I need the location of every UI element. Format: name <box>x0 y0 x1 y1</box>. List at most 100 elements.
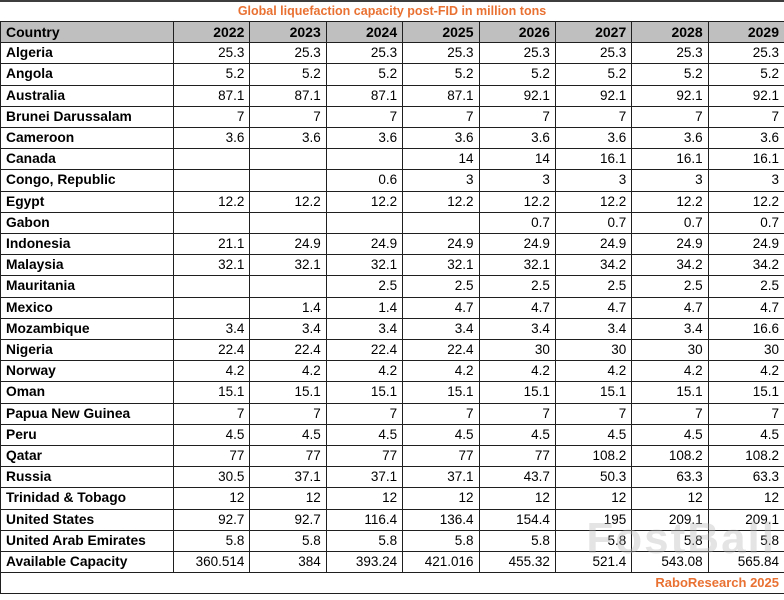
table-row: Canada 14 14 16.1 16.1 16.1 <box>0 148 784 171</box>
column-header-year-2027: 2027 <box>554 20 633 44</box>
value-cell: 5.2 <box>478 63 556 86</box>
value-cell: 92.1 <box>707 84 784 107</box>
value-cell: 2.5 <box>631 275 709 298</box>
column-header-year-2025: 2025 <box>402 20 480 44</box>
value-cell: 3.6 <box>402 127 480 150</box>
value-cell: 3.4 <box>172 317 251 341</box>
value-cell: 34.2 <box>554 254 633 277</box>
country-cell: Egypt <box>0 190 174 213</box>
table-row: Congo, Republic 0.6 3 3 3 3 3 <box>0 169 784 192</box>
value-cell: 34.2 <box>707 254 784 277</box>
value-cell: 195 <box>554 508 633 531</box>
value-cell: 50.3 <box>554 466 633 489</box>
value-cell: 24.9 <box>325 233 404 256</box>
value-cell <box>402 211 480 235</box>
table-row: Available Capacity 360.514 384 393.24 421.01… <box>0 551 784 574</box>
value-cell: 24.9 <box>631 233 709 256</box>
value-cell: 12 <box>402 487 480 510</box>
value-cell: 16.1 <box>631 148 709 171</box>
value-cell: 1.4 <box>249 296 327 319</box>
value-cell: 384 <box>249 551 327 574</box>
value-cell: 209.1 <box>631 508 709 531</box>
value-cell: 5.8 <box>478 529 556 553</box>
value-cell: 7 <box>402 402 480 425</box>
value-cell: 3.6 <box>631 127 709 150</box>
column-header-year-2022: 2022 <box>172 20 251 44</box>
value-cell: 3.4 <box>478 317 556 341</box>
table-row: Mexico 1.4 1.4 4.7 4.7 4.7 4.7 4.7 <box>0 296 784 319</box>
value-cell <box>172 148 251 171</box>
value-cell: 25.3 <box>402 42 480 65</box>
value-cell: 521.4 <box>554 551 633 574</box>
value-cell: 12.2 <box>402 190 480 213</box>
value-cell <box>249 148 327 171</box>
value-cell: 108.2 <box>707 445 784 468</box>
table-row: Norway 4.2 4.2 4.2 4.2 4.2 4.2 4.2 4.2 <box>0 360 784 383</box>
value-cell: 37.1 <box>249 466 327 489</box>
value-cell: 4.7 <box>631 296 709 319</box>
value-cell: 154.4 <box>478 508 556 531</box>
value-cell: 15.1 <box>707 381 784 404</box>
value-cell: 30 <box>707 339 784 362</box>
value-cell: 7 <box>707 105 784 129</box>
value-cell: 87.1 <box>325 84 404 107</box>
value-cell: 92.1 <box>554 84 633 107</box>
value-cell: 32.1 <box>172 254 251 277</box>
country-cell: Angola <box>0 63 174 86</box>
country-cell: Norway <box>0 360 174 383</box>
value-cell: 30 <box>631 339 709 362</box>
value-cell: 16.1 <box>554 148 633 171</box>
value-cell: 4.5 <box>402 423 480 447</box>
table-row: Indonesia 21.1 24.9 24.9 24.9 24.9 24.9 24.9 24.… <box>0 233 784 256</box>
value-cell: 3.6 <box>478 127 556 150</box>
value-cell: 32.1 <box>325 254 404 277</box>
table-row: Gabon 0.7 0.7 0.7 0.7 <box>0 211 784 235</box>
value-cell: 24.9 <box>249 233 327 256</box>
value-cell: 5.2 <box>402 63 480 86</box>
value-cell: 25.3 <box>172 42 251 65</box>
value-cell: 108.2 <box>554 445 633 468</box>
value-cell: 116.4 <box>325 508 404 531</box>
value-cell: 0.7 <box>554 211 633 235</box>
value-cell: 7 <box>172 105 251 129</box>
value-cell: 92.7 <box>249 508 327 531</box>
value-cell: 0.7 <box>631 211 709 235</box>
value-cell: 5.2 <box>554 63 633 86</box>
value-cell: 12 <box>249 487 327 510</box>
value-cell: 3.4 <box>249 317 327 341</box>
table-row: Mauritania 2.5 2.5 2.5 2.5 2.5 2.5 <box>0 275 784 298</box>
value-cell: 0.6 <box>325 169 404 192</box>
table-row: United States 92.7 92.7 116.4 136.4 154.4 195 2… <box>0 508 784 531</box>
value-cell: 7 <box>631 105 709 129</box>
value-cell: 25.3 <box>325 42 404 65</box>
value-cell: 32.1 <box>478 254 556 277</box>
value-cell: 2.5 <box>402 275 480 298</box>
value-cell: 24.9 <box>478 233 556 256</box>
value-cell: 7 <box>631 402 709 425</box>
value-cell: 25.3 <box>249 42 327 65</box>
value-cell: 5.2 <box>249 63 327 86</box>
value-cell: 5.2 <box>707 63 784 86</box>
value-cell: 4.2 <box>554 360 633 383</box>
table-row: Trinidad & Tobago 12 12 12 12 12 12 12 12 <box>0 487 784 510</box>
value-cell: 12.2 <box>554 190 633 213</box>
value-cell: 22.4 <box>325 339 404 362</box>
value-cell: 3.6 <box>554 127 633 150</box>
value-cell: 12.2 <box>325 190 404 213</box>
value-cell <box>249 275 327 298</box>
column-header-year-2028: 2028 <box>631 20 709 44</box>
value-cell: 5.8 <box>554 529 633 553</box>
footer-row: RaboResearch 2025 <box>0 572 784 595</box>
country-cell: Australia <box>0 84 174 107</box>
header-row: Country 2022 2023 2024 2025 2026 2027 2028 2029 <box>0 20 784 44</box>
value-cell <box>249 169 327 192</box>
value-cell: 15.1 <box>554 381 633 404</box>
value-cell: 63.3 <box>707 466 784 489</box>
value-cell: 87.1 <box>172 84 251 107</box>
value-cell <box>325 148 404 171</box>
value-cell: 12 <box>554 487 633 510</box>
value-cell: 24.9 <box>554 233 633 256</box>
country-cell: Gabon <box>0 211 174 235</box>
value-cell: 87.1 <box>249 84 327 107</box>
value-cell: 30.5 <box>172 466 251 489</box>
